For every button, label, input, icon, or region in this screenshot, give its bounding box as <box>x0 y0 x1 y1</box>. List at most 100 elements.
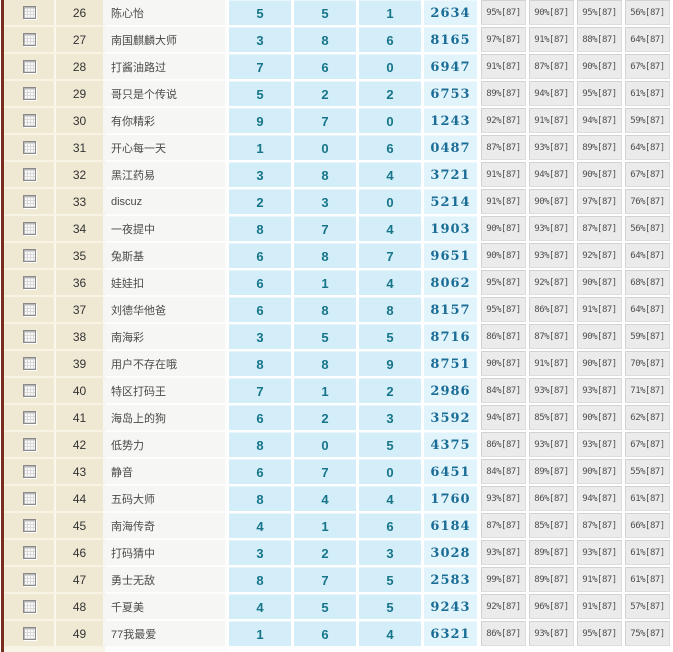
stat-value-2: 3 <box>294 189 356 214</box>
row-checkbox[interactable] <box>22 60 36 73</box>
row-number: 45 <box>56 513 103 538</box>
username: 海岛上的狗 <box>103 405 225 430</box>
username: 勇士无敌 <box>103 567 225 592</box>
percent-2: 94%[87] <box>529 81 574 106</box>
percent-1: 99%[87] <box>481 567 526 592</box>
row-checkbox[interactable] <box>22 249 36 262</box>
row-checkbox[interactable] <box>22 519 36 532</box>
percent-4: 67%[87] <box>625 162 670 187</box>
stat-value-2: 5 <box>294 324 356 349</box>
stat-value-2: 1 <box>294 270 356 295</box>
row-checkbox[interactable] <box>22 411 36 424</box>
row-checkbox[interactable] <box>22 195 36 208</box>
stat-value-3: 4 <box>359 162 421 187</box>
percent-1: 91%[87] <box>481 54 526 79</box>
row-number: 41 <box>56 405 103 430</box>
stat-value-2: 6 <box>294 621 356 646</box>
row-checkbox[interactable] <box>22 492 36 505</box>
code-number: 8165 <box>424 27 477 52</box>
code-number: 3028 <box>424 540 477 565</box>
percent-4: 67%[87] <box>625 54 670 79</box>
row-checkbox[interactable] <box>22 6 36 19</box>
row-checkbox[interactable] <box>22 438 36 451</box>
username: 特区打码王 <box>103 378 225 403</box>
percent-3: 88%[87] <box>577 27 622 52</box>
percent-1: 91%[87] <box>481 189 526 214</box>
row-checkbox[interactable] <box>22 303 36 316</box>
stat-value-3: 0 <box>359 108 421 133</box>
row-checkbox[interactable] <box>22 384 36 397</box>
table-row: 37 刘德华他爸 6 8 8 8157 95%[87] 86%[87] 91%[… <box>4 297 673 324</box>
percent-4: 64%[87] <box>625 135 670 160</box>
row-checkbox[interactable] <box>22 627 36 640</box>
row-checkbox[interactable] <box>22 141 36 154</box>
stat-value-3: 4 <box>359 270 421 295</box>
percent-2: 86%[87] <box>529 486 574 511</box>
username: 77我最爱 <box>103 621 225 646</box>
row-checkbox[interactable] <box>22 87 36 100</box>
percent-4: 62%[87] <box>625 405 670 430</box>
row-number: 33 <box>56 189 103 214</box>
row-checkbox[interactable] <box>22 114 36 127</box>
percent-2: 93%[87] <box>529 243 574 268</box>
percent-3: 87%[87] <box>577 216 622 241</box>
stat-value-1: 7 <box>229 54 291 79</box>
stat-value-3: 0 <box>359 189 421 214</box>
checkbox-cell <box>4 108 56 133</box>
stat-value-2: 7 <box>294 459 356 484</box>
percent-2: 93%[87] <box>529 216 574 241</box>
stat-value-2: 7 <box>294 567 356 592</box>
stat-value-2: 8 <box>294 162 356 187</box>
percent-4: 67%[87] <box>625 432 670 457</box>
row-checkbox[interactable] <box>22 573 36 586</box>
stat-value-1: 8 <box>229 567 291 592</box>
stat-value-3: 6 <box>359 135 421 160</box>
stat-value-1: 6 <box>229 270 291 295</box>
row-checkbox[interactable] <box>22 465 36 478</box>
stat-value-3: 0 <box>359 54 421 79</box>
stat-value-3: 5 <box>359 324 421 349</box>
percent-1: 95%[87] <box>481 270 526 295</box>
checkbox-cell <box>4 486 56 511</box>
percent-1: 93%[87] <box>481 486 526 511</box>
percent-3: 93%[87] <box>577 378 622 403</box>
stat-value-2: 7 <box>294 216 356 241</box>
row-checkbox[interactable] <box>22 222 36 235</box>
percent-1: 87%[87] <box>481 513 526 538</box>
code-number: 1243 <box>424 108 477 133</box>
row-checkbox[interactable] <box>22 276 36 289</box>
percent-1: 93%[87] <box>481 540 526 565</box>
percent-1: 91%[87] <box>481 162 526 187</box>
percent-2: 90%[87] <box>529 189 574 214</box>
percent-3: 95%[87] <box>577 81 622 106</box>
table-row: 48 千夏美 4 5 5 9243 92%[87] 96%[87] 91%[87… <box>4 594 673 621</box>
percent-4: 70%[87] <box>625 351 670 376</box>
checkbox-cell <box>4 432 56 457</box>
stat-value-1: 4 <box>229 513 291 538</box>
table-row: 26 陈心怡 5 5 1 2634 95%[87] 90%[87] 95%[87… <box>4 0 673 27</box>
row-checkbox[interactable] <box>22 168 36 181</box>
row-number: 32 <box>56 162 103 187</box>
stat-value-1: 8 <box>229 351 291 376</box>
row-checkbox[interactable] <box>22 546 36 559</box>
percent-2: 92%[87] <box>529 270 574 295</box>
checkbox-cell <box>4 162 56 187</box>
stat-value-1: 3 <box>229 324 291 349</box>
percent-4: 56%[87] <box>625 0 670 25</box>
row-checkbox[interactable] <box>22 330 36 343</box>
stat-value-2: 0 <box>294 432 356 457</box>
row-checkbox[interactable] <box>22 357 36 370</box>
percent-2: 93%[87] <box>529 135 574 160</box>
table-row: 28 打酱油路过 7 6 0 6947 91%[87] 87%[87] 90%[… <box>4 54 673 81</box>
username: 打酱油路过 <box>103 54 225 79</box>
table-row: 27 南国麒麟大师 3 8 6 8165 97%[87] 91%[87] 88%… <box>4 27 673 54</box>
code-number: 3721 <box>424 162 477 187</box>
checkbox-cell <box>4 0 56 25</box>
row-number: 43 <box>56 459 103 484</box>
row-checkbox[interactable] <box>22 600 36 613</box>
stat-value-1: 8 <box>229 486 291 511</box>
percent-2: 93%[87] <box>529 621 574 646</box>
percent-1: 86%[87] <box>481 432 526 457</box>
table-row: 38 南海彩 3 5 5 8716 86%[87] 87%[87] 90%[87… <box>4 324 673 351</box>
row-checkbox[interactable] <box>22 33 36 46</box>
